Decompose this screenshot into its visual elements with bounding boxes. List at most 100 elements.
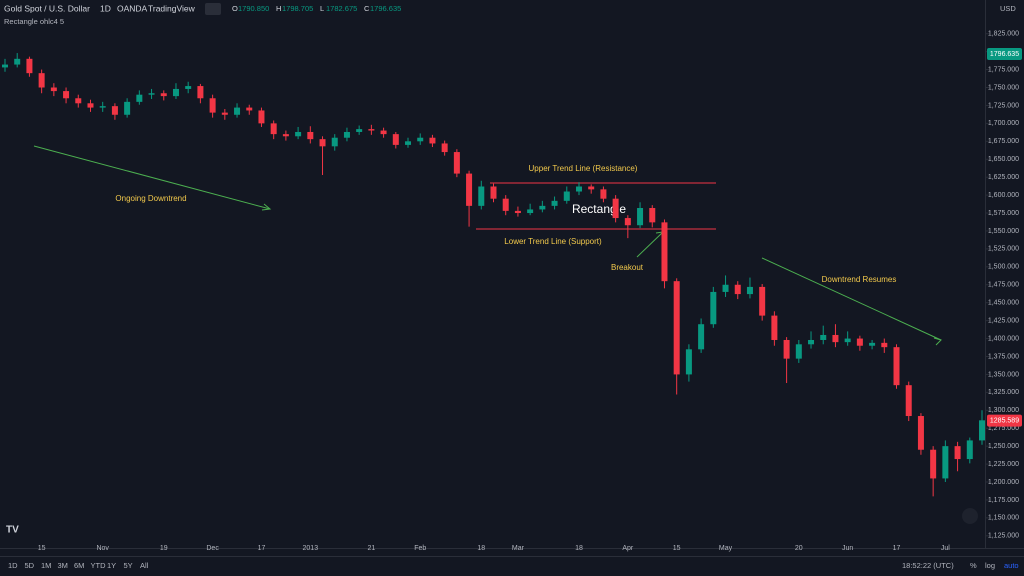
y-tick-label: 1,400.000 <box>988 335 1019 342</box>
range-button[interactable]: 1Y <box>107 561 116 570</box>
candle-body <box>563 191 570 201</box>
ohlc-letter: C <box>364 4 370 13</box>
candle-body <box>99 106 106 108</box>
x-tick-label: 18 <box>575 545 583 552</box>
y-tick-label: 1,825.000 <box>988 31 1019 38</box>
y-tick-label: 1,350.000 <box>988 371 1019 378</box>
candle-body <box>75 98 82 104</box>
range-button[interactable]: 1D <box>8 561 18 570</box>
y-tick-label: 1,600.000 <box>988 192 1019 199</box>
breakout-arrow <box>636 231 664 258</box>
y-tick-label: 1,625.000 <box>988 174 1019 181</box>
candle-body <box>282 134 289 137</box>
candle-body <box>588 186 595 190</box>
candle-body <box>600 189 607 199</box>
candle-body <box>234 107 241 115</box>
candle-body <box>502 198 509 211</box>
candle-body <box>197 86 204 99</box>
range-button[interactable]: 5D <box>25 561 35 570</box>
candle-body <box>856 338 863 346</box>
trend-arrow <box>33 145 271 210</box>
candle-body <box>734 284 741 295</box>
x-tick-label: Dec <box>206 545 219 552</box>
candle-body <box>295 131 302 137</box>
logo: TV <box>6 525 19 536</box>
candle-body <box>246 107 253 111</box>
price-badge <box>987 414 1022 427</box>
x-tick-label: Jul <box>941 545 950 552</box>
candle-body <box>698 324 705 350</box>
platform: TradingView <box>148 3 196 13</box>
y-tick-label: 1,175.000 <box>988 497 1019 504</box>
candle-body <box>2 64 8 68</box>
y-tick-label: 1,525.000 <box>988 246 1019 253</box>
scroll-button[interactable] <box>962 508 978 524</box>
bottom-toolbar: auto log % 18:52:22 (UTC) 1D 5D 1M 3M 6M YTD 1… <box>8 561 1019 570</box>
auto-toggle[interactable]: auto <box>1004 561 1019 570</box>
y-tick-label: 1,275.000 <box>988 425 1019 432</box>
ohlc-letter: L <box>320 4 324 13</box>
clock: 18:52:22 (UTC) <box>902 561 954 570</box>
candle-body <box>722 284 729 292</box>
currency[interactable]: USD <box>1000 4 1016 13</box>
x-tick-label: 20 <box>795 545 803 552</box>
candle-body <box>746 286 753 295</box>
indicator: Rectangle ohlc4 5 <box>4 17 64 26</box>
x-tick-label: 17 <box>258 545 266 552</box>
y-tick-label: 1,775.000 <box>988 66 1019 73</box>
range-button[interactable]: 5Y <box>124 561 133 570</box>
x-tick-label: Apr <box>622 545 634 552</box>
candle-body <box>869 342 876 346</box>
x-tick-label: May <box>719 545 733 552</box>
candle-body <box>380 130 387 135</box>
candle-body <box>63 91 70 99</box>
y-tick-label: 1,475.000 <box>988 282 1019 289</box>
candle-body <box>893 347 900 386</box>
y-tick-label: 1,700.000 <box>988 120 1019 127</box>
range-button[interactable]: All <box>140 561 149 570</box>
y-tick-label: 1,125.000 <box>988 533 1019 540</box>
candle-body <box>685 349 692 375</box>
y-tick-label: 1,325.000 <box>988 389 1019 396</box>
candle-body <box>258 110 265 124</box>
x-tick-label: 15 <box>38 545 46 552</box>
ohlc-value: 1796.635 <box>370 4 401 13</box>
x-tick-label: 19 <box>160 545 168 552</box>
x-tick-label: 18 <box>477 545 485 552</box>
log-toggle[interactable]: log <box>985 561 995 570</box>
y-tick-label: 1,725.000 <box>988 102 1019 109</box>
candle-body <box>136 94 143 102</box>
candle-body <box>905 385 912 417</box>
candle-body <box>844 338 851 343</box>
candle-body <box>490 186 497 199</box>
range-button[interactable]: 6M <box>74 561 84 570</box>
percent-toggle[interactable]: % <box>970 561 977 570</box>
x-tick-label: Jun <box>842 545 853 552</box>
range-button[interactable]: 1M <box>41 561 51 570</box>
range-button[interactable]: 3M <box>58 561 68 570</box>
candle-body <box>966 440 973 460</box>
candle-body <box>307 131 314 140</box>
toggle-button[interactable] <box>205 3 221 15</box>
y-tick-label: 1,500.000 <box>988 264 1019 271</box>
y-tick-label: 1,250.000 <box>988 443 1019 450</box>
arrow-head <box>933 337 942 346</box>
price-badge-label: 1796.635 <box>990 51 1019 58</box>
candle-body <box>649 208 656 223</box>
candle-body <box>124 101 131 115</box>
price-badge-label: 1285.589 <box>990 417 1019 424</box>
annotation: Ongoing Downtrend <box>115 194 186 203</box>
candle-body <box>343 131 350 138</box>
candle-body <box>14 58 21 65</box>
candle-body <box>539 205 546 210</box>
x-tick-label: 17 <box>893 545 901 552</box>
y-tick-label: 1,550.000 <box>988 228 1019 235</box>
candle-body <box>710 291 717 325</box>
range-button[interactable]: YTD <box>91 561 107 570</box>
broker: OANDA <box>117 3 148 13</box>
y-tick-label: 1,675.000 <box>988 138 1019 145</box>
candle-body <box>331 137 338 147</box>
candle-body <box>881 342 888 348</box>
candle-body <box>50 87 57 92</box>
